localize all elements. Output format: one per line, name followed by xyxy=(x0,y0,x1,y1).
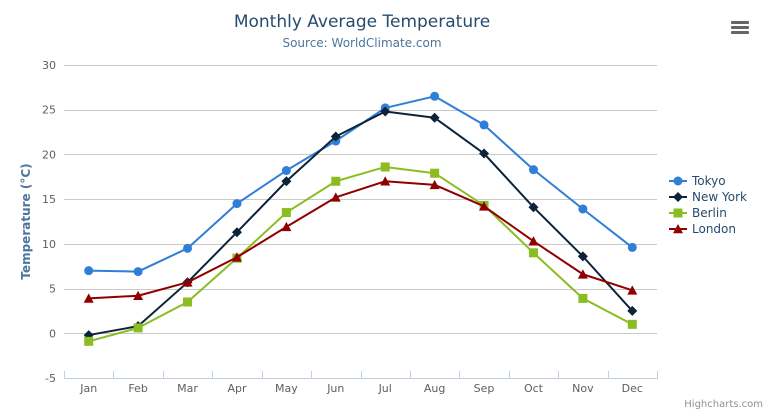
series-line-berlin[interactable] xyxy=(87,165,634,343)
x-axis-label: May xyxy=(275,382,298,395)
data-point-berlin-may[interactable] xyxy=(281,208,291,218)
x-axis-label: Feb xyxy=(128,382,147,395)
y-axis-label: 25 xyxy=(42,104,56,117)
tokyo-legend-symbol[interactable] xyxy=(673,176,683,186)
x-axis-label: Nov xyxy=(572,382,594,395)
data-point-new-york-dec[interactable] xyxy=(627,305,638,316)
legend-label: New York xyxy=(692,190,747,204)
series-new-york xyxy=(83,106,638,341)
data-point-new-york-jul[interactable] xyxy=(380,106,391,117)
chart-subtitle: Source: WorldClimate.com xyxy=(282,36,442,50)
legend-label: Tokyo xyxy=(692,174,726,188)
chart-title: Monthly Average Temperature xyxy=(233,12,491,32)
series-line-tokyo[interactable] xyxy=(87,95,634,273)
data-point-tokyo-apr[interactable] xyxy=(232,199,242,209)
data-point-london-jul[interactable] xyxy=(380,176,391,186)
y-axis-label: 15 xyxy=(42,193,56,206)
data-point-london-may[interactable] xyxy=(281,221,292,232)
series-london xyxy=(83,176,638,303)
data-point-berlin-nov[interactable] xyxy=(578,293,588,303)
data-point-london-feb[interactable] xyxy=(133,290,144,301)
data-point-tokyo-feb[interactable] xyxy=(133,267,143,277)
legend-item-tokyo[interactable]: Tokyo xyxy=(669,175,747,187)
legend-item-london[interactable]: London xyxy=(669,223,747,235)
tokyo-legend-marker-icon xyxy=(669,176,687,186)
y-axis-label: 10 xyxy=(42,238,56,251)
x-axis-label: Jul xyxy=(378,382,392,395)
series-tokyo xyxy=(84,91,637,277)
hamburger-icon xyxy=(731,20,749,34)
london-legend-marker-icon xyxy=(669,224,687,234)
data-point-london-aug[interactable] xyxy=(429,179,440,190)
x-axis-label: Oct xyxy=(524,382,544,395)
legend-item-berlin[interactable]: Berlin xyxy=(669,207,747,219)
data-point-tokyo-dec[interactable] xyxy=(627,242,637,252)
data-point-new-york-sep[interactable] xyxy=(479,148,490,159)
data-point-tokyo-may[interactable] xyxy=(281,166,291,176)
context-menu-button[interactable] xyxy=(728,17,752,37)
data-point-new-york-apr[interactable] xyxy=(231,227,242,238)
x-axis-label: Jun xyxy=(326,382,344,395)
y-axis-label: 0 xyxy=(49,327,56,340)
data-point-london-jan[interactable] xyxy=(83,293,94,303)
y-axis-label: 30 xyxy=(42,59,56,72)
legend-item-new-york[interactable]: New York xyxy=(669,191,747,203)
data-point-berlin-dec[interactable] xyxy=(627,319,637,329)
legend: Tokyo New York Berlin London xyxy=(669,175,747,235)
x-axis-label: Aug xyxy=(424,382,445,395)
london-legend-symbol[interactable] xyxy=(673,224,683,234)
new-york-legend-marker-icon xyxy=(669,192,687,202)
data-point-london-sep[interactable] xyxy=(479,201,490,211)
x-axis-label: Apr xyxy=(227,382,247,395)
y-axis-label: -5 xyxy=(45,372,56,385)
legend-label: London xyxy=(692,222,736,236)
data-point-berlin-oct[interactable] xyxy=(528,248,538,258)
legend-label: Berlin xyxy=(692,206,727,220)
series-line-new-york[interactable] xyxy=(87,110,634,337)
data-point-london-oct[interactable] xyxy=(528,236,539,246)
data-point-london-apr[interactable] xyxy=(231,252,242,262)
data-point-new-york-nov[interactable] xyxy=(577,251,588,262)
data-point-berlin-aug[interactable] xyxy=(430,168,440,178)
data-point-new-york-oct[interactable] xyxy=(528,202,539,213)
berlin-legend-marker-icon xyxy=(669,208,687,218)
data-point-london-nov[interactable] xyxy=(577,269,588,279)
new-york-legend-symbol[interactable] xyxy=(673,192,683,202)
data-point-london-dec[interactable] xyxy=(627,285,638,295)
credits-link[interactable]: Highcharts.com xyxy=(684,399,763,410)
data-point-berlin-mar[interactable] xyxy=(183,297,193,307)
series-line-london[interactable] xyxy=(87,180,634,300)
data-point-berlin-jan[interactable] xyxy=(84,336,94,346)
data-point-tokyo-oct[interactable] xyxy=(528,165,538,175)
x-axis-label: Mar xyxy=(177,382,198,395)
y-axis-title: Temperature (°C) xyxy=(19,163,33,279)
data-point-tokyo-mar[interactable] xyxy=(183,243,193,253)
data-point-new-york-jun[interactable] xyxy=(330,131,341,142)
data-point-tokyo-aug[interactable] xyxy=(430,91,440,101)
data-point-berlin-jul[interactable] xyxy=(380,162,390,172)
data-point-berlin-jun[interactable] xyxy=(331,176,341,186)
data-point-london-jun[interactable] xyxy=(330,192,341,202)
data-point-berlin-feb[interactable] xyxy=(133,323,143,333)
data-point-london-mar[interactable] xyxy=(182,277,193,287)
data-point-tokyo-nov[interactable] xyxy=(578,204,588,214)
data-point-tokyo-jan[interactable] xyxy=(84,266,94,276)
y-axis-label: 5 xyxy=(49,283,56,296)
berlin-legend-symbol[interactable] xyxy=(673,208,683,218)
data-point-new-york-aug[interactable] xyxy=(429,112,440,123)
x-axis-label: Dec xyxy=(622,382,643,395)
data-point-new-york-may[interactable] xyxy=(281,176,292,187)
x-axis-label: Jan xyxy=(79,382,97,395)
y-axis-label: 20 xyxy=(42,148,56,161)
data-point-tokyo-sep[interactable] xyxy=(479,120,489,130)
x-axis-label: Sep xyxy=(474,382,495,395)
